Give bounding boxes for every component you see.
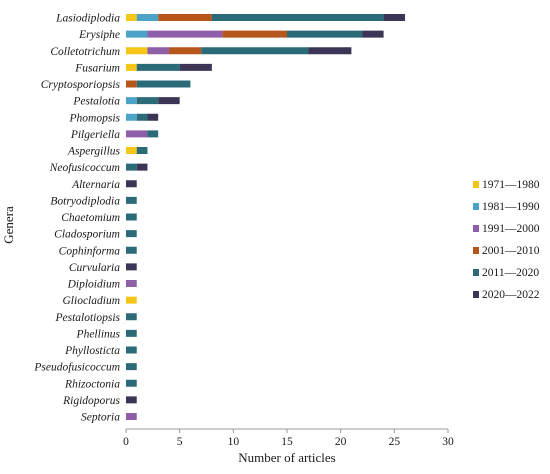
bar-segment [126,230,137,238]
category-label: Pestalotiopsis [54,312,120,324]
bar-segment [383,14,406,21]
bar-segment [222,30,287,38]
bar-segment [126,163,137,171]
bar-segment [136,163,148,171]
category-label: Fusarium [74,62,120,74]
bar-segment [308,47,352,55]
bar-segment [362,30,384,38]
x-axis-ticks: 0 5 10 15 20 25 30 [123,429,454,448]
bar-segment [126,30,148,38]
bar-segment [287,30,363,38]
bar-segment [126,379,137,387]
category-label: Neofusicoccum [49,162,120,174]
bar-segment [126,413,137,420]
category-label: Botryodiplodia [50,195,120,207]
x-tick-label: 0 [123,436,129,448]
bar-segment [147,30,223,38]
category-label: Curvularia [69,262,120,274]
category-label: Pilgeriella [70,129,120,141]
legend-swatch [473,181,479,188]
category-label: Cladosporium [54,229,120,241]
legend-label: 2011—2020 [482,267,539,279]
bar-segment [147,130,159,138]
category-label: Septoria [81,412,120,424]
bar-segment [126,147,137,154]
category-label: Colletotrichum [50,46,120,58]
x-tick-label: 5 [177,436,183,448]
category-label: Pestalotia [72,96,120,108]
bar-segment [136,113,148,121]
category-label: Gliocladium [63,295,121,307]
legend-swatch [473,291,479,298]
bar-segment [126,113,137,121]
bar-segment [126,296,137,304]
bar-segment [126,80,137,88]
bar-segment [126,313,137,321]
x-tick-label: 30 [442,436,454,448]
bar-segment [136,63,180,71]
x-tick-label: 20 [335,436,347,448]
legend-swatch [473,269,479,276]
bar-layer [126,14,406,420]
bar-segment [168,47,202,55]
x-axis-title: Number of articles [238,450,335,465]
bar-segment [126,14,137,21]
category-label: Cryptosporiopsis [41,79,121,91]
bar-segment [126,363,137,371]
bar-segment [126,63,137,71]
legend-label: 1991—2000 [482,223,540,235]
bar-segment [126,263,137,271]
category-label: Phomopsis [69,112,121,124]
category-label: Rigidoporus [62,395,120,407]
bar-segment [126,47,148,55]
bar-segment [179,63,212,71]
bar-segment [126,346,137,354]
bar-segment [126,246,137,254]
legend-swatch [473,247,479,254]
bar-segment [158,97,180,105]
bar-segment [126,180,137,188]
category-labels: Lasiodiplodia Erysiphe Colletotrichum Fusar… [33,13,120,424]
category-label: Pseudofusicoccum [33,362,120,374]
bar-segment [126,130,148,138]
bar-segment [126,280,137,287]
y-axis-title: Genera [1,206,16,244]
legend-label: 2001—2010 [482,245,540,257]
legend-label: 1971—1980 [482,179,540,191]
legend-label: 1981—1990 [482,201,540,213]
category-label: Phyllosticta [64,345,120,357]
bar-segment [136,80,191,88]
bar-segment [126,329,137,337]
category-label: Rhizoctonia [64,378,120,390]
bar-segment [126,97,137,105]
category-label: Erysiphe [78,29,120,41]
bar-segment [126,396,137,404]
bar-segment [201,47,309,55]
bar-segment [136,147,148,154]
category-label: Alternaria [71,179,120,191]
legend: 1971—1980 1981—1990 1991—2000 2001—2010 2011… [473,179,540,301]
category-label: Lasiodiplodia [55,13,120,25]
bar-segment [147,47,169,55]
bar-segment [147,113,159,121]
bar-segment [211,14,384,21]
bar-segment [126,213,137,221]
category-label: Aspergillus [67,146,120,158]
bar-segment [126,196,137,204]
category-label: Phellinus [76,328,121,340]
x-tick-label: 25 [389,436,401,448]
bar-segment [136,97,159,105]
x-tick-label: 15 [281,436,293,448]
legend-swatch [473,225,479,232]
category-label: Diploidium [67,279,120,291]
legend-swatch [473,203,479,210]
x-tick-label: 10 [228,436,240,448]
category-label: Cophinforma [59,245,121,257]
category-label: Chaetomium [61,212,120,224]
legend-label: 2020—2022 [482,289,540,301]
bar-segment [158,14,212,21]
bar-segment [136,14,159,21]
